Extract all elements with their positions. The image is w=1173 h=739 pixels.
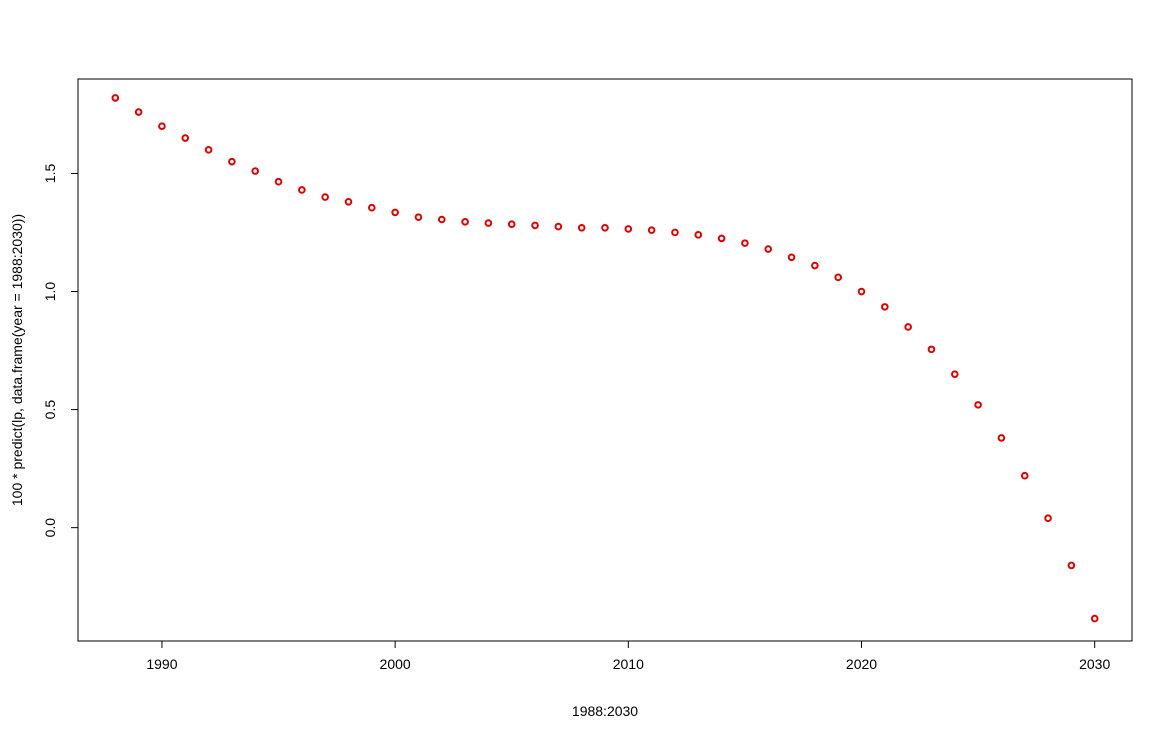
data-point [414,213,423,221]
x-axis: 1990 2000 2010 2020 2030 [146,640,1110,672]
x-tick-label: 2030 [1079,656,1110,672]
data-point [437,215,446,224]
data-point [368,203,376,212]
y-axis-label: 100 * predict(lp, data.frame(year = 1988… [9,214,25,506]
data-point [391,208,399,217]
data-point [461,218,469,226]
data-point [834,273,842,282]
y-tick-label: 1.5 [42,164,58,184]
data-point [694,231,703,239]
x-tick-label: 1990 [146,656,177,672]
data-point [997,434,1006,442]
data-point [601,223,609,232]
x-tick-label: 2000 [380,656,411,672]
data-point [531,221,539,230]
data-point [298,186,306,194]
data-points [111,94,1099,623]
data-point [251,167,260,175]
data-point [554,222,563,231]
data-point [134,108,143,116]
data-point [974,401,982,409]
x-tick-label: 2010 [613,656,644,672]
data-point [764,245,773,253]
data-point [577,223,586,232]
data-point [787,253,796,262]
data-point [1067,561,1076,570]
data-point [204,146,213,154]
data-point [484,219,493,227]
data-point [647,226,656,234]
x-tick-label: 2020 [846,656,877,672]
data-point [927,345,936,354]
data-point [344,197,353,206]
data-point [671,228,679,237]
data-point [321,193,329,201]
y-axis: 0.0 0.5 1.0 1.5 [42,164,79,538]
x-axis-label: 1988:2030 [572,703,638,719]
data-point [158,122,166,131]
data-point [624,225,633,233]
y-tick-label: 0.0 [42,518,58,538]
data-point [741,239,749,247]
data-point [111,94,120,102]
data-point [857,287,866,296]
data-point [881,303,889,311]
data-point [507,220,516,229]
data-point [1020,471,1029,480]
data-point [950,370,959,378]
y-tick-label: 0.5 [42,400,58,420]
data-point [811,261,819,270]
data-point [717,234,726,243]
data-point [181,134,190,142]
data-point [274,177,283,186]
data-point [1090,614,1099,623]
y-tick-label: 1.0 [42,282,58,302]
data-point [1044,514,1052,523]
plot-frame [77,78,1133,642]
data-point [904,323,912,331]
data-point [228,157,236,166]
